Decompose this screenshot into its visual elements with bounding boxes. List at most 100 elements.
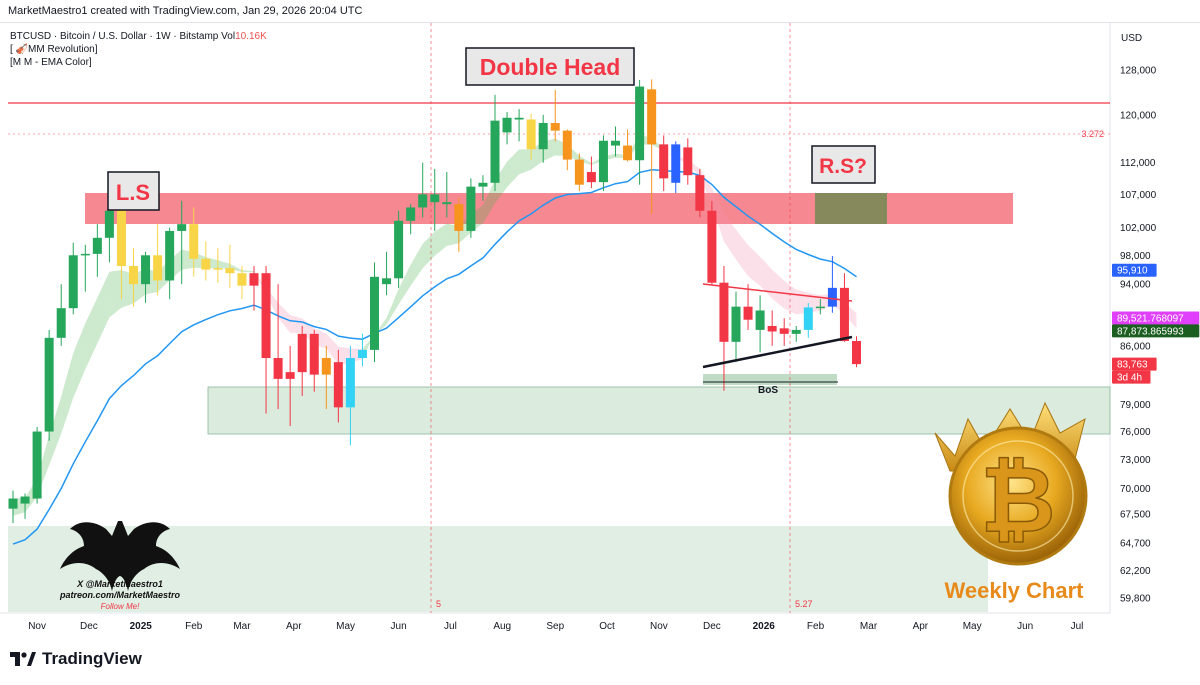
candle-body <box>165 231 174 281</box>
candle-body <box>105 211 114 238</box>
candle-body <box>491 121 500 183</box>
legend-indicator-2[interactable]: [M M - EMA Color] <box>10 56 267 69</box>
candle-body <box>262 273 271 358</box>
candle <box>611 127 620 157</box>
candle-body <box>575 160 584 185</box>
candle-body <box>611 141 620 146</box>
price-tick-label: 73,000 <box>1120 455 1151 466</box>
price-tick-label: 94,000 <box>1120 280 1151 291</box>
price-tag-label: 87,873.865993 <box>1117 326 1184 337</box>
candle <box>466 178 475 237</box>
right-shoulder-text: R.S? <box>819 155 867 178</box>
candle <box>406 204 415 234</box>
price-tag-label: 89,521.768097 <box>1117 314 1184 325</box>
candle-body <box>707 211 716 283</box>
candle <box>768 310 777 345</box>
chart-area[interactable]: 3.272 5 5.27 BoS Double Head L.S R.S? <box>0 22 1200 636</box>
candle-body <box>177 224 186 231</box>
candle-body <box>695 175 704 211</box>
price-tick-label: 86,000 <box>1120 341 1151 352</box>
candle <box>81 245 90 292</box>
legend-symbol-line[interactable]: BTCUSD · Bitcoin / U.S. Dollar · 1W · Bi… <box>10 30 267 43</box>
chart-svg[interactable]: 3.272 5 5.27 BoS Double Head L.S R.S? <box>0 23 1200 636</box>
ema-cloud-segment <box>423 232 435 269</box>
candle <box>310 330 319 392</box>
ema-cloud-segment <box>218 260 230 269</box>
candle <box>683 138 692 184</box>
tradingview-logo[interactable]: TradingView <box>10 649 142 669</box>
candle-body <box>744 307 753 320</box>
candle <box>165 228 174 300</box>
time-tick-label: Mar <box>860 621 878 632</box>
candle-body <box>117 211 126 266</box>
footer: TradingView <box>0 636 1200 685</box>
candle <box>635 80 644 185</box>
candle <box>756 295 765 352</box>
candle <box>9 491 18 524</box>
candle <box>804 303 813 338</box>
candle <box>695 169 704 218</box>
candle <box>852 336 861 367</box>
candle-body <box>310 334 319 375</box>
candle-body <box>45 338 54 432</box>
candle-body <box>201 259 210 270</box>
candle-body <box>719 283 728 342</box>
time-tick-label: May <box>336 621 355 632</box>
time-axis[interactable]: Nov Dec 2025 Feb Mar Apr May Jun Jul Aug Sep Oct Nov… <box>28 621 1083 632</box>
price-tag-label: 3d 4h <box>1117 373 1142 384</box>
price-tag-label: 83,763 <box>1117 360 1148 371</box>
legend-indicator-1[interactable]: [ 🎻MM Revolution] <box>10 43 267 56</box>
top-bar: MarketMaestro1 created with TradingView.… <box>0 0 1200 22</box>
price-tick-label: 107,000 <box>1120 190 1157 201</box>
candle-body <box>394 221 403 279</box>
candle-body <box>671 144 680 182</box>
candle <box>382 252 391 296</box>
candle-body <box>840 288 849 341</box>
tradingview-brand: TradingView <box>42 649 142 669</box>
price-tick-label: 79,000 <box>1120 400 1151 411</box>
chart-legend: BTCUSD · Bitcoin / U.S. Dollar · 1W · Bi… <box>10 30 267 69</box>
candle <box>744 284 753 330</box>
time-tick-label: Jul <box>444 621 457 632</box>
bos-label: BoS <box>758 385 778 396</box>
candle-body <box>551 123 560 131</box>
candle-body <box>322 358 331 375</box>
time-tick-label: Jun <box>1017 621 1033 632</box>
weekly-chart-label: Weekly Chart <box>945 578 1085 603</box>
time-tick-label: Aug <box>493 621 511 632</box>
price-tick-label: 67,500 <box>1120 509 1151 520</box>
ema-cloud-segment <box>736 230 748 277</box>
time-tick-label: 2025 <box>130 621 153 632</box>
ema-cloud-segment <box>748 245 760 286</box>
fib-label: 3.272 <box>1081 129 1104 139</box>
candle-body <box>587 172 596 182</box>
candle <box>599 135 608 191</box>
ema-cloud-segment <box>85 298 97 369</box>
candle-body <box>21 497 30 504</box>
candle <box>394 211 403 288</box>
currency-label[interactable]: USD <box>1121 33 1142 44</box>
candle <box>57 284 66 346</box>
price-tick-label: 120,000 <box>1120 110 1157 121</box>
candle-body <box>659 144 668 178</box>
candle-body <box>466 187 475 231</box>
candle <box>515 109 524 141</box>
candle-body <box>539 123 548 149</box>
candle-body <box>33 432 42 499</box>
candle-body <box>623 146 632 161</box>
candle <box>250 266 259 311</box>
watermark-line2: patreon.com/MarketMaestro <box>59 590 181 600</box>
left-shoulder-text: L.S <box>116 180 150 205</box>
candle-body <box>647 89 656 144</box>
price-tick-label: 102,000 <box>1120 223 1157 234</box>
candle-body <box>563 131 572 160</box>
time-tick-label: Apr <box>913 621 929 632</box>
ema-cloud-segment <box>411 244 423 286</box>
candle-body <box>129 266 138 284</box>
time-tick-label: Mar <box>233 621 251 632</box>
candle-body <box>225 268 234 273</box>
ema-cloud-segment <box>97 272 109 344</box>
candle <box>503 112 512 144</box>
candle-body <box>780 328 789 334</box>
candle-body <box>683 147 692 175</box>
